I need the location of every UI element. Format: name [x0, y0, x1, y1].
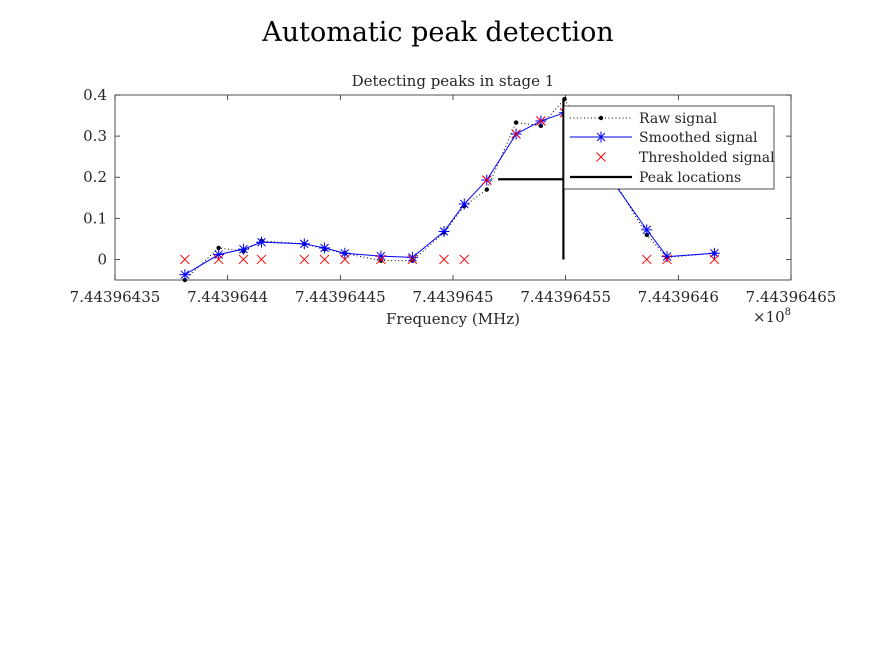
- legend-item: Smoothed signal: [570, 130, 758, 146]
- x-axis-exponent: ×108: [753, 307, 791, 326]
- thresholded-signal-point: [511, 129, 521, 139]
- thresholded-signal-point: [407, 254, 418, 265]
- raw-signal-point: [513, 120, 519, 125]
- smoothed-signal-point: [661, 251, 673, 263]
- axes-title: Detecting peaks in stage 1: [352, 72, 555, 90]
- legend: Raw signal Smoothed signal Thresholded sig…: [563, 105, 775, 190]
- thresholded-signal-point: [213, 254, 224, 265]
- thresholded-signal-point: [439, 254, 449, 265]
- smoothed-signal-point: [641, 224, 653, 236]
- smoothed-signal-point: [438, 225, 450, 237]
- legend-item: Raw signal: [570, 111, 718, 127]
- x-tick-label: 7.44396465: [746, 288, 837, 306]
- y-axis: 0 0.1 0.2 0.3 0.4: [83, 86, 791, 268]
- smoothed-signal-point: [255, 236, 267, 248]
- smoothed-signal-point: [406, 251, 418, 263]
- raw-signal-line: [184, 98, 715, 281]
- y-tick-label: 0: [97, 250, 107, 268]
- x-tick-label: 7.44396445: [295, 288, 386, 306]
- series-thresholded-signal: [179, 107, 720, 265]
- thresholded-signal-point: [319, 254, 330, 265]
- thresholded-signal-point: [376, 254, 386, 265]
- smoothed-signal-point: [237, 243, 249, 255]
- x-tick-label: 7.44396455: [520, 288, 611, 306]
- thresholded-signal-point: [641, 254, 652, 265]
- thresholded-signal-point: [339, 254, 350, 265]
- smoothed-signal-point: [339, 247, 351, 259]
- figure-title: Automatic peak detection: [261, 17, 614, 48]
- x-tick-label: 7.44396435: [70, 288, 161, 306]
- legend-marker: [596, 152, 606, 162]
- y-tick-label: 0.3: [83, 127, 107, 145]
- legend-label: Raw signal: [639, 111, 718, 127]
- legend-item: Thresholded signal: [596, 150, 775, 166]
- thresholded-signal-point: [256, 254, 267, 265]
- x-axis: 7.44396435 7.4439644 7.44396445 7.4439645 7.…: [70, 95, 837, 306]
- x-axis-exponent-base: ×10: [753, 308, 785, 326]
- y-tick-label: 0.2: [83, 168, 107, 186]
- smoothed-signal-point: [213, 249, 225, 261]
- smoothed-signal-point: [458, 198, 470, 210]
- thresholded-signal-point: [481, 175, 492, 185]
- legend-label: Peak locations: [639, 170, 741, 186]
- legend-box: [563, 105, 775, 190]
- thresholded-signal-point: [238, 254, 249, 265]
- thresholded-signal-point: [662, 254, 672, 265]
- x-tick-label: 7.4439645: [412, 288, 493, 306]
- smoothed-signal-point: [179, 269, 191, 281]
- thresholded-signal-point: [179, 254, 190, 265]
- x-tick-label: 7.4439644: [187, 288, 268, 306]
- x-axis-label: Frequency (MHz): [386, 310, 520, 328]
- thresholded-signal-point: [709, 254, 720, 265]
- x-tick-label: 7.4439646: [638, 288, 719, 306]
- raw-signal-point: [216, 245, 221, 251]
- legend-item: Peak locations: [570, 170, 741, 186]
- x-axis-exponent-power: 8: [785, 307, 791, 318]
- legend-marker: [598, 115, 604, 121]
- legend-label: Thresholded signal: [639, 150, 775, 166]
- legend-label: Smoothed signal: [639, 130, 758, 146]
- thresholded-signal-point: [299, 254, 310, 265]
- thresholded-signal-point: [459, 254, 470, 265]
- y-tick-label: 0.4: [83, 86, 107, 104]
- smoothed-signal-point: [298, 238, 310, 250]
- smoothed-signal-point: [319, 242, 331, 254]
- thresholded-signal-point: [536, 116, 546, 126]
- raw-signal-point: [484, 187, 489, 192]
- legend-marker: [595, 131, 607, 143]
- y-tick-label: 0.1: [83, 209, 107, 227]
- smoothed-signal-point: [708, 247, 720, 259]
